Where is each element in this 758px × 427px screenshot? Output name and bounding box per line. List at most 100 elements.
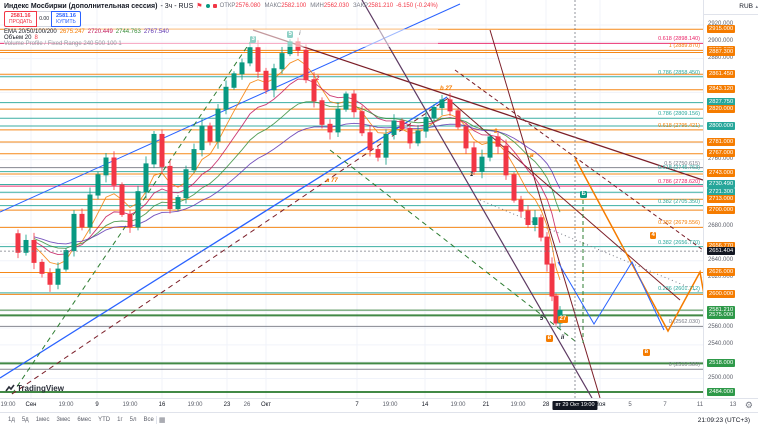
candle-body <box>495 136 501 147</box>
projection-path[interactable] <box>557 260 665 331</box>
time-axis-tick: Окт <box>260 402 272 408</box>
candle-body <box>135 191 141 228</box>
legend: Индекс Мосбиржи (дополнительная сессия) … <box>4 2 438 47</box>
crosshair-time-badge: вт 29 Окт 19:00 <box>552 400 598 410</box>
trendline[interactable] <box>11 98 448 395</box>
range-button[interactable]: YTD <box>98 417 111 423</box>
time-axis-tick: 5 <box>628 402 632 408</box>
range-button[interactable]: 3мес <box>56 417 71 423</box>
indicator-row[interactable]: EMA 20/50/100/200 2675.247 2720.449 2744.76… <box>4 29 438 35</box>
chart-pane[interactable]: 0.618 (2898.140) 1 (2889.870) 0.786 (2858.… <box>0 0 703 398</box>
sell-button[interactable]: 2581.16 ПРОДАТЬ <box>4 11 38 27</box>
buy-button[interactable]: 2581.16 КУПИТЬ <box>51 11 81 27</box>
tradingview-logo-icon <box>5 384 15 392</box>
candle-body <box>375 149 381 158</box>
footer-divider <box>155 416 157 424</box>
price-axis-tick: 2560.000 <box>708 324 734 331</box>
range-button[interactable]: 1д <box>8 417 15 423</box>
range-button[interactable]: 5д <box>21 417 29 423</box>
sell-label: ПРОДАТЬ <box>9 19 33 25</box>
trendline[interactable] <box>454 69 703 251</box>
candle-body <box>87 194 93 228</box>
candle-body <box>239 62 245 75</box>
price-axis-tick: 2920.000 <box>708 21 733 27</box>
time-axis-tick: 11 <box>696 402 704 408</box>
trendline[interactable] <box>479 199 701 293</box>
candle-body <box>191 149 197 171</box>
price-level-badge: 2730.490 <box>707 180 736 189</box>
price-level-badge: 2781.000 <box>707 137 736 146</box>
trendline[interactable] <box>489 29 601 398</box>
price-level-badge: 2843.120 <box>707 85 736 94</box>
range-button[interactable]: 1г <box>117 417 123 423</box>
clock-label[interactable]: 21:09:23 (UTC+3) <box>697 416 750 424</box>
price-axis-tick: 2900.000 <box>708 37 734 44</box>
price-level-badge: 2887.300 <box>707 48 736 57</box>
candle-body <box>207 125 213 142</box>
trendline[interactable] <box>361 0 593 398</box>
candle-body <box>63 250 69 270</box>
ema-curve <box>33 101 561 249</box>
gear-icon[interactable]: ⚙ <box>744 400 753 410</box>
range-button[interactable]: 1мес <box>35 417 50 423</box>
candle-body <box>231 73 237 88</box>
sell-price: 2581.16 <box>10 13 31 19</box>
ohlc-values: ОТКР2576.080 МАКС2582.100 МИН2562.030 ЗАКР2… <box>220 3 394 9</box>
axis-header-divider <box>704 14 758 15</box>
price-axis-tick: 2880.000 <box>708 54 734 61</box>
candle-body <box>525 210 531 225</box>
candle-body <box>255 47 261 72</box>
crosshair-price-badge: 2651.404 <box>707 246 736 255</box>
candlestick-chart[interactable] <box>0 0 703 398</box>
ema-curve <box>33 122 561 245</box>
time-axis-tick: 19:00 <box>58 402 74 408</box>
candle-body <box>215 108 221 142</box>
candle-body <box>544 236 550 265</box>
projection-path[interactable] <box>574 157 703 368</box>
price-level-badge: 2626.000 <box>707 267 736 276</box>
symbol-title[interactable]: Индекс Мосбиржи (дополнительная сессия) <box>4 2 158 10</box>
range-button[interactable]: Все <box>143 417 154 423</box>
time-axis-tick: 19:00 <box>187 402 203 408</box>
candle-body <box>399 120 405 130</box>
candle-body <box>549 263 555 297</box>
price-axis[interactable]: RUB ▴ 2920.000 2900.000 2880.000 2760.000 26… <box>703 0 758 398</box>
ohlc-item: МАКС2582.100 <box>264 3 307 9</box>
time-axis[interactable]: вт 29 Окт 19:00 ⚙ 19:00 Сен 19:00 9 19:00 16 1… <box>0 398 758 413</box>
time-axis-tick: 19:00 <box>0 402 16 408</box>
tradingview-logo-text: TradingView <box>17 383 64 393</box>
range-button[interactable]: 6мес <box>77 417 92 423</box>
indicator-row[interactable]: Volume Profile / Fixed Range 240 500 100… <box>4 41 438 47</box>
tradingview-logo[interactable]: TradingView <box>5 383 64 393</box>
currency-label[interactable]: RUB <box>739 3 753 10</box>
range-button[interactable]: 5л <box>129 417 137 423</box>
candle-body <box>532 217 538 225</box>
candle-body <box>175 197 181 210</box>
indicator-value: 2767.540 <box>143 29 169 35</box>
candle-body <box>303 49 309 81</box>
time-axis-tick: 9 <box>95 402 99 408</box>
price-axis-tick: 2500.000 <box>708 374 734 381</box>
chevron-up-icon[interactable]: ▴ <box>755 4 758 10</box>
candle-body <box>351 93 357 113</box>
candle-body <box>79 213 85 228</box>
date-range-toolbar: 1д 5д 1мес 3мес 6мес YTD 1г 5л Все <box>8 417 154 423</box>
candle-body <box>143 163 149 193</box>
candle-body <box>423 117 429 132</box>
calendar-icon[interactable]: ▦ <box>158 417 166 424</box>
flag-icon[interactable]: ⚑ <box>196 3 203 10</box>
trendline[interactable] <box>0 96 448 379</box>
symbol-meta[interactable]: - 3ч - RUS <box>160 2 194 10</box>
indicator-row[interactable]: Объем 20 8 <box>4 35 438 41</box>
trendline[interactable] <box>446 97 681 301</box>
price-level-badge: 2827.750 <box>707 98 736 107</box>
trendline[interactable] <box>329 149 576 342</box>
trendline[interactable] <box>252 29 703 181</box>
market-open-icon <box>205 4 210 8</box>
footer-bar: 1д 5д 1мес 3мес 6мес YTD 1г 5л Все ▦ 21:09:23 (U… <box>0 412 758 427</box>
candle-body <box>471 147 477 172</box>
candle-body <box>55 268 61 285</box>
time-axis-tick: 14 <box>421 402 429 408</box>
symbol-row[interactable]: Индекс Мосбиржи (дополнительная сессия) … <box>4 2 438 11</box>
